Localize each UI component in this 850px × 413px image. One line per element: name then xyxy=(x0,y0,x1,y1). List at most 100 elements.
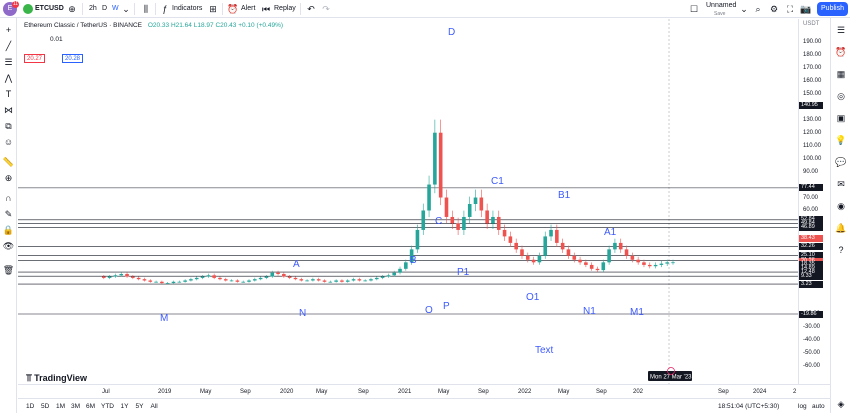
time-tick-label: Sep xyxy=(718,389,729,395)
calendar-icon[interactable]: ▣ xyxy=(836,113,846,123)
time-tick-label: 2 xyxy=(793,389,797,395)
range-button[interactable]: 5D xyxy=(41,403,50,410)
candle-body xyxy=(189,279,193,281)
trash-icon[interactable]: 🗑 xyxy=(2,265,15,275)
trend-line-icon[interactable]: ╱ xyxy=(5,41,12,51)
redo-icon[interactable]: ↷ xyxy=(322,4,330,14)
replay-icon[interactable]: ⏮ xyxy=(261,4,271,14)
pattern-icon[interactable]: ⋀ xyxy=(4,73,13,83)
range-button[interactable]: 1D xyxy=(26,403,35,410)
bar-style-icon[interactable]: ⫼ xyxy=(143,4,149,14)
time-scale[interactable]: Jul 2019 May Sep 2020 May Sep 2021 May Sep 2022 May… xyxy=(18,384,830,398)
streams-icon[interactable]: ✉ xyxy=(837,179,845,189)
price-tick-label: 70.00 xyxy=(803,194,819,201)
tradingview-logo[interactable]: ⫪ TradingView xyxy=(26,373,88,384)
eye-icon[interactable]: 👁 xyxy=(2,241,15,251)
text-tool-icon[interactable]: T xyxy=(5,89,12,99)
help-icon[interactable]: ? xyxy=(838,245,844,255)
magnet-icon[interactable]: ∩ xyxy=(5,193,12,203)
watchlist-button[interactable]: W xyxy=(112,5,119,12)
candle-body xyxy=(624,249,629,256)
price-scale[interactable]: USDT 190.00180.00170.00160.00150.00140.0… xyxy=(798,19,830,384)
camera-icon[interactable]: 📷 xyxy=(800,4,812,14)
range-button[interactable]: 3M xyxy=(71,403,81,410)
indicators-icon[interactable]: ƒ xyxy=(162,4,168,14)
candle-body xyxy=(276,272,280,274)
range-button[interactable]: YTD xyxy=(101,403,114,410)
emoji-icon[interactable]: ☺ xyxy=(3,137,14,147)
data-window-icon[interactable]: ▦ xyxy=(836,69,846,79)
price-badge: -19.86 xyxy=(799,310,823,318)
candle-body xyxy=(107,276,112,278)
stay-drawing-icon[interactable]: ✎ xyxy=(4,209,13,219)
time-tick-label: 202 xyxy=(633,389,644,395)
horizontal-lines-icon[interactable]: ☰ xyxy=(4,57,13,67)
wave-label: B xyxy=(410,255,417,266)
ruler-icon[interactable]: 📏 xyxy=(2,157,15,167)
clock-display[interactable]: 18:51:04 (UTC+5:30) xyxy=(718,403,780,410)
publish-button[interactable]: Publish xyxy=(817,2,848,16)
templates-icon[interactable]: ⊞ xyxy=(209,4,217,14)
pitchfork-icon[interactable]: ⋈ xyxy=(4,105,13,115)
lock-icon[interactable]: 🔒 xyxy=(2,225,15,235)
candle-body xyxy=(374,277,379,280)
ask-price-box[interactable]: 20.28 xyxy=(62,54,84,63)
candle-body xyxy=(241,281,246,283)
price-chart[interactable]: D C1 B1 C A1 A B P1 O1 M N O P N1 M1 Text Mon 27 Mar '23 xyxy=(18,19,798,384)
broadcast-icon[interactable]: ◉ xyxy=(837,201,845,211)
spread-value: 0.01 xyxy=(50,36,63,43)
time-tick-label: 2021 xyxy=(398,389,412,395)
undo-icon[interactable]: ↶ xyxy=(307,4,315,14)
watchlist-icon[interactable]: ☰ xyxy=(836,25,846,35)
price-badge: 38.43 xyxy=(799,234,823,242)
alert-button[interactable]: Alert xyxy=(241,5,256,12)
fullscreen-icon[interactable]: ⛶ xyxy=(786,4,794,14)
range-button[interactable]: 1Y xyxy=(120,403,129,410)
gear-icon[interactable]: ⚙ xyxy=(769,4,779,14)
candle-body xyxy=(462,216,466,230)
hotlist-icon[interactable]: ◎ xyxy=(837,91,845,101)
symbol-search-button[interactable]: ETCUSD xyxy=(35,5,64,12)
wave-label: A xyxy=(293,259,300,270)
interval-button[interactable]: 2h xyxy=(89,5,97,12)
legend-high: H21.64 xyxy=(170,22,192,29)
bid-price-box[interactable]: 20.27 xyxy=(24,54,46,63)
crosshair-icon[interactable]: + xyxy=(5,25,12,35)
candle-body xyxy=(543,236,548,256)
candle-style-button[interactable]: D xyxy=(102,5,108,12)
chevron-down-icon[interactable]: ⌄ xyxy=(122,4,130,14)
candle-body xyxy=(223,279,228,281)
fib-icon[interactable]: ⧉ xyxy=(5,121,12,131)
alerts-icon[interactable]: ⏰ xyxy=(835,47,847,57)
compare-plus-icon[interactable]: ⊕ xyxy=(68,4,76,14)
range-button[interactable]: All xyxy=(150,403,158,410)
notifications-icon[interactable]: 🔔 xyxy=(835,223,847,233)
chat-icon[interactable]: 💬 xyxy=(835,157,847,167)
search-icon[interactable]: ⌕ xyxy=(755,4,761,14)
time-tick-label: May xyxy=(316,389,328,395)
layout-square-icon[interactable]: ☐ xyxy=(689,4,699,14)
range-button[interactable]: 6M xyxy=(86,403,96,410)
price-tick-label: 190.00 xyxy=(803,38,822,45)
chevron-down-icon[interactable]: ⌄ xyxy=(740,4,748,14)
candle-body xyxy=(584,262,588,265)
layers-icon[interactable]: ◈ xyxy=(837,399,845,409)
zoom-icon[interactable]: ⊕ xyxy=(4,173,13,183)
price-badge: 52.84 xyxy=(799,216,823,224)
replay-button[interactable]: Replay xyxy=(274,5,296,12)
chart-pane[interactable]: D C1 B1 C A1 A B P1 O1 M N O P N1 M1 Text Mon 27 Mar '23… xyxy=(18,19,798,384)
layout-name[interactable]: Unnamed xyxy=(706,2,737,9)
price-badge: 3.23 xyxy=(799,280,823,288)
auto-scale-toggle[interactable]: auto xyxy=(812,403,825,410)
indicators-button[interactable]: Indicators xyxy=(172,5,203,12)
price-badge: 9.33 xyxy=(799,272,823,280)
time-tick-label: 2019 xyxy=(158,389,172,395)
alert-clock-icon[interactable]: ⏰ xyxy=(227,4,239,14)
candle-body xyxy=(340,280,344,282)
range-button[interactable]: 1M xyxy=(56,403,66,410)
log-scale-toggle[interactable]: log xyxy=(798,403,807,410)
range-button[interactable]: 5Y xyxy=(135,403,144,410)
legend-open: O20.33 xyxy=(147,22,170,29)
ideas-icon[interactable]: 💡 xyxy=(835,135,847,145)
